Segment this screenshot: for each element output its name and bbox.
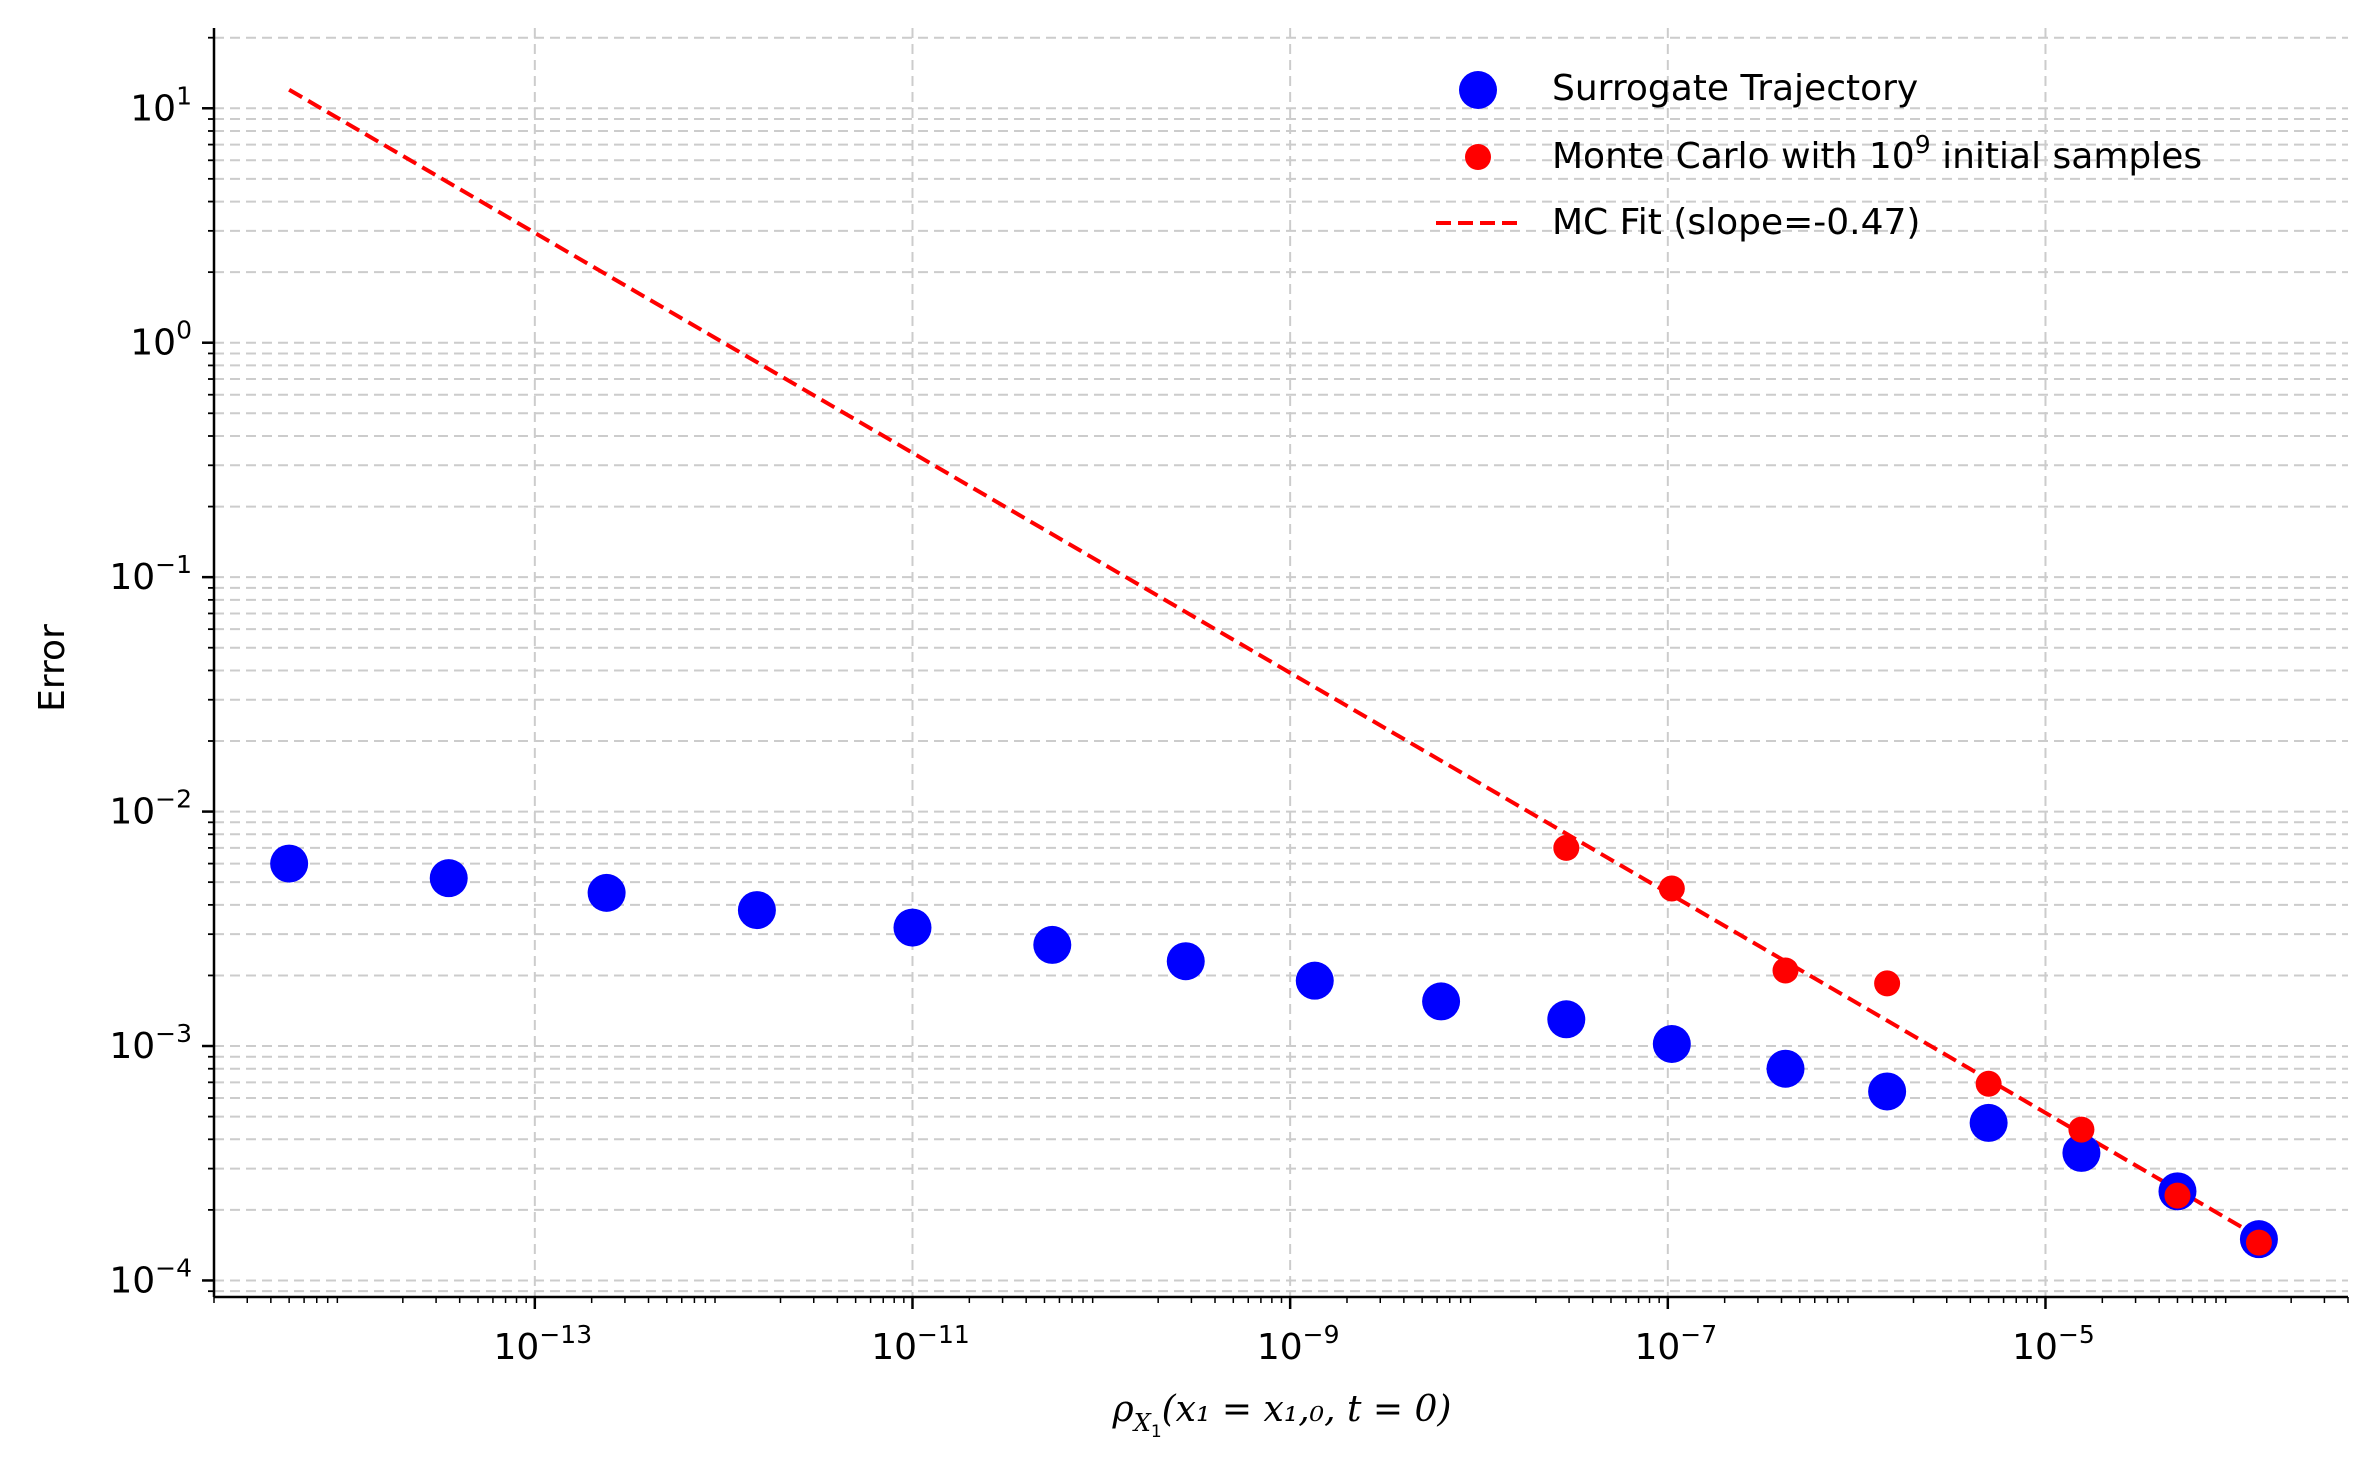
legend-marker-surrogate xyxy=(1459,71,1497,109)
x-tick-label: 10−7 xyxy=(1634,1320,1717,1368)
monte-carlo-point xyxy=(2245,1229,2272,1256)
x-tick-label: 10−13 xyxy=(494,1320,593,1368)
surrogate-point xyxy=(1969,1103,2008,1142)
y-axis-label: Error xyxy=(32,624,73,712)
legend-mc-base: 10 xyxy=(1869,136,1915,177)
monte-carlo-point xyxy=(1874,970,1901,997)
surrogate-point xyxy=(270,844,309,883)
surrogate-point xyxy=(1652,1025,1691,1064)
monte-carlo-point xyxy=(1553,834,1580,861)
points-layer xyxy=(270,834,2278,1259)
surrogate-point xyxy=(1766,1049,1805,1088)
legend-label-monte-carlo: Monte Carlo with 109 initial samples xyxy=(1552,130,2202,177)
x-tick-label: 10−11 xyxy=(871,1320,970,1368)
y-tick-label: 10−1 xyxy=(109,550,192,598)
surrogate-point xyxy=(893,908,932,947)
y-tick-label: 101 xyxy=(130,81,192,129)
y-tick-label: 10−4 xyxy=(109,1253,192,1301)
surrogate-point xyxy=(737,891,776,930)
monte-carlo-point xyxy=(2068,1116,2095,1143)
x-axis-label-args: (x₁ = x₁,₀, t = 0) xyxy=(1162,1389,1452,1430)
x-axis-label-rho: ρ xyxy=(1112,1389,1134,1430)
monte-carlo-point xyxy=(1772,957,1799,984)
legend-mc-text-2: initial samples xyxy=(1931,136,2203,177)
x-tick-label: 10−9 xyxy=(1257,1320,1340,1368)
surrogate-point xyxy=(1547,1000,1586,1039)
legend-mc-text-1: Monte Carlo with xyxy=(1552,136,1869,177)
surrogate-point xyxy=(1422,982,1461,1021)
legend-label-surrogate: Surrogate Trajectory xyxy=(1552,68,1918,109)
x-axis-label-sub: X xyxy=(1132,1409,1152,1437)
fit-line-layer xyxy=(288,87,2260,1239)
monte-carlo-point xyxy=(1658,875,1685,902)
mc-fit-line xyxy=(288,87,2260,1239)
monte-carlo-point xyxy=(2164,1182,2191,1209)
x-tick-label: 10−5 xyxy=(2012,1320,2095,1368)
x-axis-label-subsub: 1 xyxy=(1151,1422,1162,1442)
y-tick-label: 10−3 xyxy=(109,1019,192,1067)
surrogate-point xyxy=(2062,1133,2101,1172)
monte-carlo-point xyxy=(1975,1070,2002,1097)
legend-label-mc-fit: MC Fit (slope=-0.47) xyxy=(1552,202,1920,243)
surrogate-point xyxy=(587,873,626,912)
surrogate-point xyxy=(1295,961,1334,1000)
surrogate-point xyxy=(1166,942,1205,981)
legend: Surrogate Trajectory Monte Carlo with 10… xyxy=(1436,68,2202,243)
y-tick-label: 10−2 xyxy=(109,785,192,833)
surrogate-point xyxy=(429,859,468,898)
surrogate-point xyxy=(1033,925,1072,964)
ticks: 10−13 10−11 10−9 10−7 10−5 101 100 10−1 10−2 10−3… xyxy=(109,36,2349,1368)
y-tick-label: 100 xyxy=(130,316,192,364)
surrogate-point xyxy=(1868,1072,1907,1111)
legend-marker-monte-carlo xyxy=(1465,144,1491,170)
x-axis-label: ρX1(x₁ = x₁,₀, t = 0) xyxy=(1112,1389,1452,1442)
legend-mc-exp: 9 xyxy=(1915,130,1931,159)
grid xyxy=(214,28,2348,1297)
